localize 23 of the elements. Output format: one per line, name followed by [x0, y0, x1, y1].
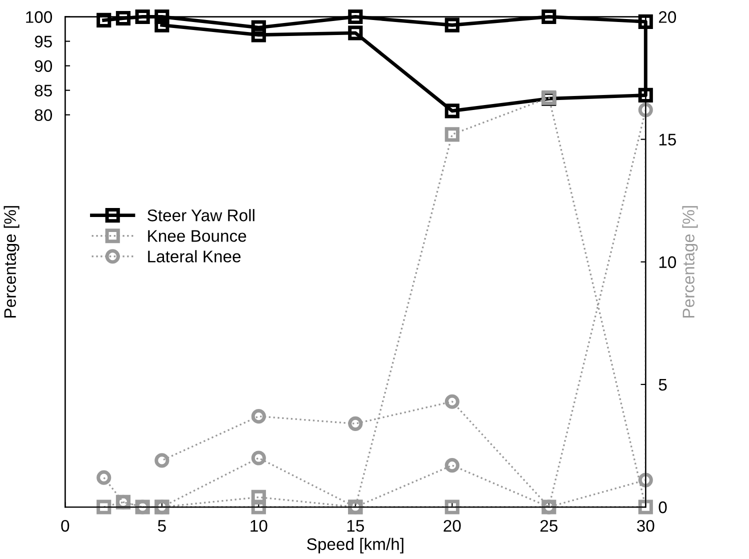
y2-tick-label: 15 — [659, 134, 676, 146]
x-tick-label: 20 — [444, 520, 461, 532]
x-tick-label: 25 — [540, 520, 558, 532]
y2-tick-label: 20 — [658, 11, 676, 23]
y-tick-label: 85 — [34, 84, 52, 97]
x-tick-label: 0 — [61, 520, 70, 532]
y-axis-title: Percentage [%] — [4, 206, 20, 318]
x-tick-label: 15 — [347, 520, 364, 532]
y2-tick-label: 10 — [659, 256, 676, 268]
y-tick-label: 80 — [34, 109, 52, 122]
y2-tick-label: 0 — [658, 501, 667, 514]
y-tick-label: 90 — [34, 60, 52, 72]
y-tick-label: 100 — [26, 11, 52, 23]
x-tick-label: 5 — [158, 520, 166, 532]
legend-label: Steer Yaw Roll — [148, 209, 254, 222]
legend-label: Knee Bounce — [148, 230, 246, 242]
x-tick-label: 30 — [637, 520, 654, 532]
x-axis-title: Speed [km/h] — [307, 538, 404, 554]
y-tick-label: 95 — [34, 36, 52, 48]
legend-label: Lateral Knee — [148, 250, 241, 262]
y2-axis-title: Percentage [%] — [682, 206, 698, 318]
y2-tick-label: 5 — [658, 379, 667, 391]
x-tick-label: 10 — [250, 520, 268, 532]
